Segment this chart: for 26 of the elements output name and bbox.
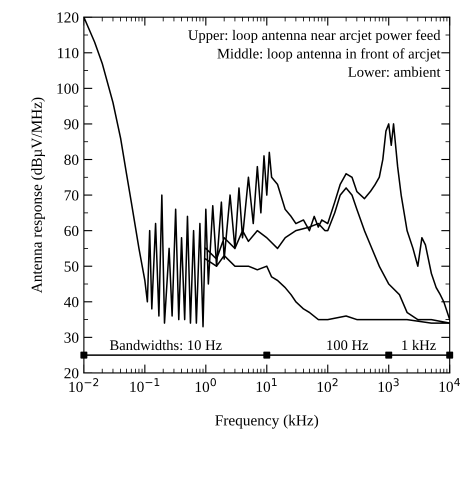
y-tick-label: 120 xyxy=(57,12,78,23)
y-tick-label: 40 xyxy=(64,296,78,308)
x-tick-label: 10$^{−1}$ xyxy=(130,378,160,392)
y-tick-label: 20 xyxy=(64,368,78,378)
y-tick-label: 100 xyxy=(57,84,78,94)
annotation: 1 kHz xyxy=(402,340,436,350)
x-tick-label: 10$^{2}$ xyxy=(318,378,338,392)
x-tick-label: 10$^{4}$ xyxy=(440,378,460,392)
y-tick-label: 110 xyxy=(58,48,78,58)
annotation: 100 Hz xyxy=(327,340,368,350)
x-tick-label: 10$^{−2}$ xyxy=(69,378,98,392)
y-tick-label: 70 xyxy=(64,190,78,201)
x-tick-label: 10$^{3}$ xyxy=(378,378,399,392)
y-axis-title: Antenna response (dBµV/MHz) xyxy=(31,98,45,294)
annotation: Bandwidths: 10 Hz xyxy=(110,340,222,350)
annotation: Upper: loop antenna near arcjet power feed xyxy=(188,30,440,44)
x-axis-title: Frequency (kHz) xyxy=(215,414,318,429)
annotation: Middle: loop antenna in front of arcjet xyxy=(217,48,440,62)
y-tick-label: 90 xyxy=(64,119,78,130)
y-tick-label: 30 xyxy=(64,332,78,343)
y-tick-label: 80 xyxy=(64,154,78,165)
y-tick-label: 60 xyxy=(64,226,78,236)
x-tick-label: 10$^{1}$ xyxy=(256,378,277,392)
y-tick-label: 50 xyxy=(64,261,78,272)
annotation: Lower: ambient xyxy=(348,66,440,77)
x-tick-label: 10$^{0}$ xyxy=(196,378,216,392)
